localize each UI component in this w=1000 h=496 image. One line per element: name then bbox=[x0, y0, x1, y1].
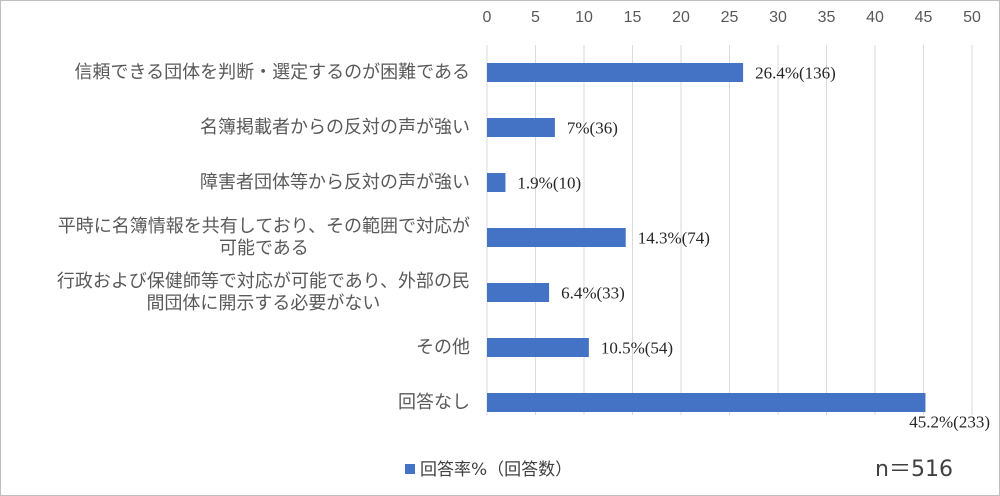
bar bbox=[487, 283, 550, 302]
value-label: 1.9%(10) bbox=[517, 173, 581, 192]
value-label: 6.4%(33) bbox=[561, 283, 625, 302]
bar bbox=[487, 118, 555, 137]
legend-swatch bbox=[405, 464, 415, 474]
category-label: 信頼できる団体を判断・選定するのが困難である bbox=[74, 61, 470, 83]
x-tick-label: 15 bbox=[624, 9, 642, 26]
bar bbox=[487, 393, 926, 412]
x-tick-label: 30 bbox=[769, 9, 787, 26]
value-label: 7%(36) bbox=[567, 118, 618, 137]
x-tick-label: 50 bbox=[963, 9, 981, 26]
value-label: 10.5%(54) bbox=[601, 338, 673, 357]
category-label: その他 bbox=[416, 336, 470, 358]
annotation: n＝516 bbox=[875, 457, 953, 482]
value-label: 14.3%(74) bbox=[638, 228, 710, 247]
x-tick-label: 45 bbox=[915, 9, 933, 26]
x-tick-label: 20 bbox=[672, 9, 690, 26]
x-tick-label: 0 bbox=[483, 9, 492, 26]
category-label: 名簿掲載者からの反対の声が強い bbox=[200, 116, 470, 138]
value-label: 26.4%(136) bbox=[755, 63, 836, 82]
bar bbox=[487, 228, 626, 247]
category-label: 行政および保健師等で対応が可能であり、外部の民 間団体に開示する必要がない bbox=[56, 270, 470, 314]
x-tick-label: 5 bbox=[531, 9, 540, 26]
x-tick-label: 10 bbox=[575, 9, 593, 26]
bar bbox=[487, 173, 506, 192]
bar bbox=[487, 338, 589, 357]
legend-label: 回答率%（回答数） bbox=[420, 460, 572, 480]
x-tick-label: 35 bbox=[818, 9, 836, 26]
category-label: 回答なし bbox=[398, 391, 470, 413]
category-label: 平時に名簿情報を共有しており、その範囲で対応が 可能である bbox=[57, 215, 470, 259]
category-label: 障害者団体等から反対の声が強い bbox=[200, 171, 470, 193]
bar bbox=[487, 63, 744, 82]
x-tick-label: 40 bbox=[866, 9, 884, 26]
x-tick-label: 25 bbox=[721, 9, 739, 26]
value-label: 45.2%(233) bbox=[909, 412, 990, 431]
